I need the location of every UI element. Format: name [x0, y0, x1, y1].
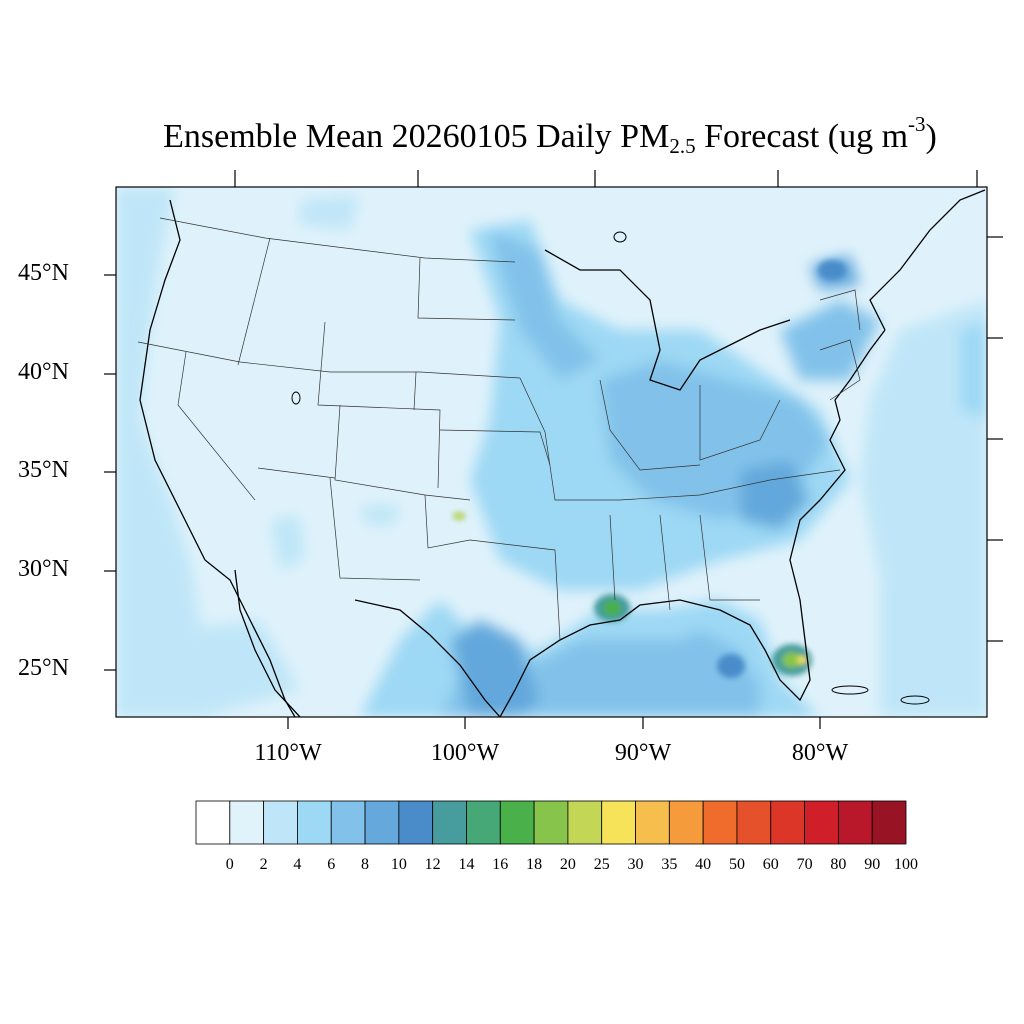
colorbar-label: 70	[796, 856, 813, 873]
lon-label-100: 100°W	[430, 740, 500, 766]
colorbar-label: 4	[293, 856, 302, 873]
colorbar-swatch	[804, 800, 839, 845]
coastlines	[139, 189, 986, 717]
colorbar-swatch	[567, 800, 603, 845]
map-frame	[115, 186, 988, 718]
colorbar-swatch	[195, 800, 231, 845]
colorbar-label: 12	[424, 856, 441, 873]
lon-ticks	[287, 717, 821, 729]
colorbar-swatch	[364, 800, 400, 845]
lat-label-35: 35°N	[18, 457, 69, 483]
colorbar-swatch	[736, 800, 772, 845]
colorbar-label: 30	[627, 856, 644, 873]
colorbar-label: 100	[894, 856, 918, 873]
colorbar-label: 20	[559, 856, 576, 873]
top-ticks	[234, 170, 978, 187]
lat-label-40: 40°N	[18, 359, 69, 385]
colorbar-swatch	[837, 800, 873, 845]
colorbar-swatch	[871, 800, 907, 845]
colorbar-label: 10	[390, 856, 407, 873]
colorbar-swatch	[668, 800, 704, 845]
colorbar-swatch	[330, 800, 366, 845]
lon-label-110: 110°W	[254, 740, 322, 766]
colorbar-swatch	[770, 800, 805, 845]
colorbar-swatch	[229, 800, 265, 845]
colorbar-swatch	[398, 800, 434, 845]
concentration-hotspots	[453, 260, 846, 678]
colorbar-label: 90	[864, 856, 881, 873]
colorbar-label: 50	[728, 856, 745, 873]
concentration-field	[116, 187, 987, 717]
lon-label-90: 90°W	[614, 740, 672, 766]
lat-label-25: 25°N	[18, 655, 69, 681]
colorbar-label: 40	[695, 856, 712, 873]
state-borders	[137, 217, 861, 641]
colorbar-label: 8	[361, 856, 370, 873]
colorbar-swatch	[533, 800, 569, 845]
colorbar-swatch	[297, 800, 332, 845]
colorbar-swatch	[466, 800, 501, 845]
colorbar-swatch	[432, 800, 467, 845]
colorbar-label: 14	[458, 856, 475, 873]
lat-label-30: 30°N	[18, 556, 69, 582]
colorbar-swatch	[635, 800, 670, 845]
islands	[291, 231, 930, 705]
colorbar-label: 18	[526, 856, 543, 873]
lon-label-80: 80°W	[791, 740, 849, 766]
colorbar-label: 2	[259, 856, 268, 873]
colorbar-label: 25	[593, 856, 610, 873]
colorbar-label: 6	[327, 856, 336, 873]
colorbar-swatch	[601, 800, 636, 845]
colorbar-label: 80	[830, 856, 847, 873]
colorbar-label: 60	[762, 856, 779, 873]
map-title: Ensemble Mean 20260105 Daily PM2.5 Forec…	[163, 112, 937, 158]
colorbar-label: 0	[225, 856, 234, 873]
colorbar-label: 35	[661, 856, 678, 873]
colorbar-swatch	[499, 800, 535, 845]
right-ticks	[987, 236, 1003, 642]
colorbar-swatch	[263, 800, 298, 845]
colorbar-swatch	[702, 800, 738, 845]
lat-label-45: 45°N	[18, 260, 69, 286]
colorbar-label: 16	[492, 856, 509, 873]
lat-ticks	[104, 274, 116, 671]
